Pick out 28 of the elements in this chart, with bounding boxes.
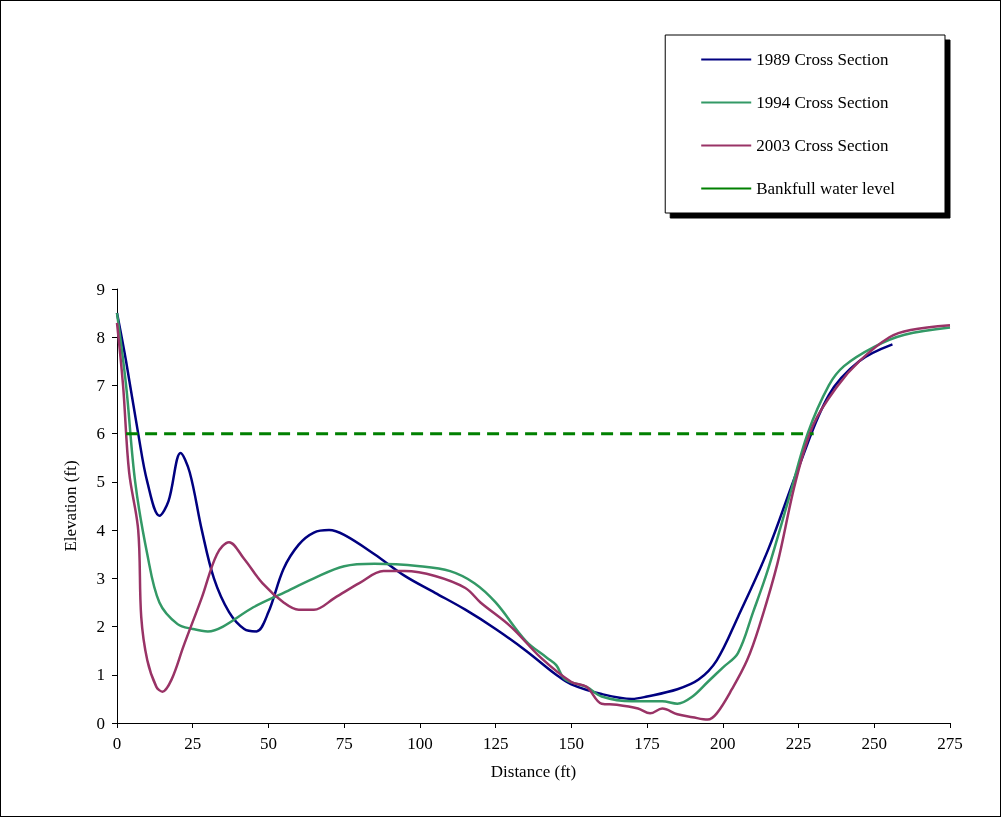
- x-tick-label: 200: [710, 734, 736, 753]
- x-tick-label: 75: [335, 734, 353, 753]
- y-tick-label: 3: [96, 568, 105, 588]
- y-axis-title: Elevation (ft): [61, 460, 80, 552]
- y-tick-label: 9: [96, 279, 105, 299]
- x-tick-label: 175: [634, 734, 660, 753]
- x-tick-label: 225: [785, 734, 812, 753]
- y-tick-label: 7: [96, 375, 106, 395]
- x-tick-label: 25: [184, 734, 202, 753]
- legend-label: 1994 Cross Section: [756, 93, 889, 112]
- y-tick-label: 1: [96, 665, 105, 685]
- y-tick-label: 2: [96, 617, 105, 637]
- x-tick-label: 275: [937, 734, 963, 753]
- x-axis-title: Distance (ft): [490, 762, 577, 781]
- x-tick-label: 250: [861, 734, 888, 753]
- x-tick-label: 100: [407, 734, 433, 753]
- x-tick-label: 125: [482, 734, 509, 753]
- y-tick-label: 6: [96, 424, 105, 444]
- y-tick-label: 4: [96, 520, 106, 540]
- legend-label: 1989 Cross Section: [756, 50, 889, 69]
- x-tick-label: 0: [112, 734, 122, 753]
- x-tick-label: 150: [558, 734, 585, 753]
- legend-label: 2003 Cross Section: [756, 136, 889, 155]
- y-tick-label: 8: [96, 327, 105, 347]
- x-tick-label: 50: [259, 734, 277, 753]
- legend-label: Bankfull water level: [756, 179, 896, 198]
- y-tick-label: 5: [96, 472, 105, 492]
- y-tick-label: 0: [96, 713, 105, 733]
